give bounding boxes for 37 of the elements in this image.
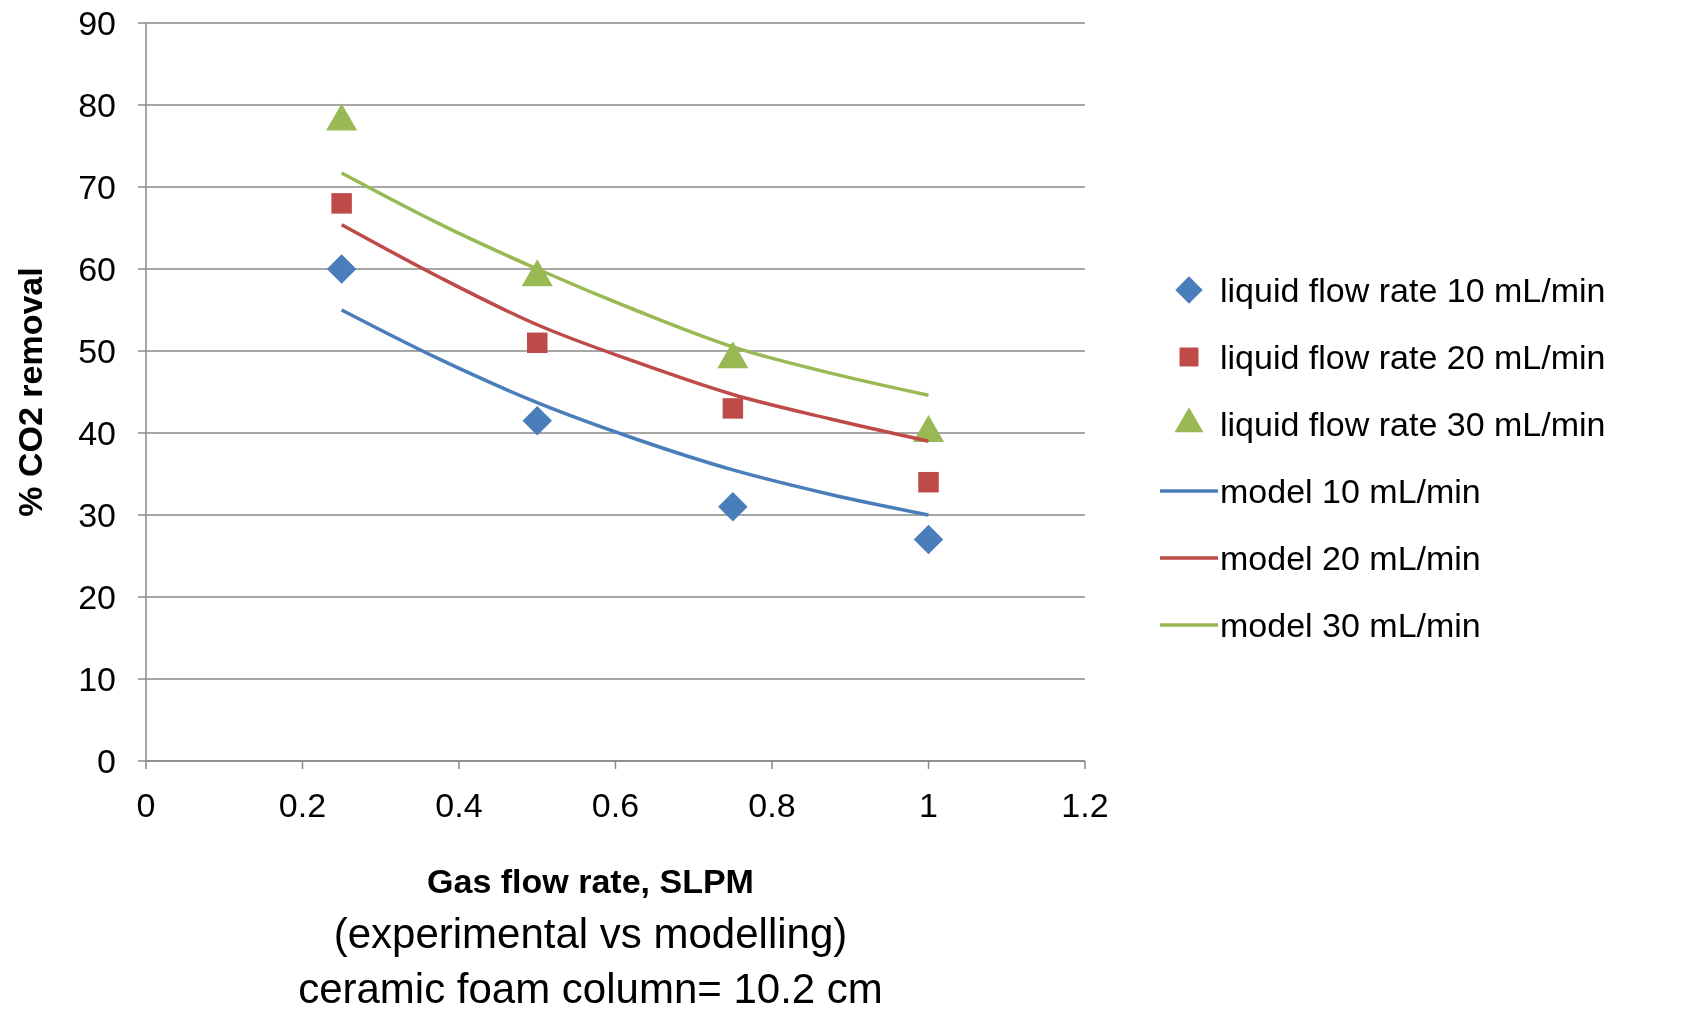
y-axis-title: % CO2 removal: [11, 267, 49, 517]
y-tick-label: 40: [78, 413, 116, 452]
x-tick-label: 1.2: [1061, 786, 1109, 824]
y-tick-label: 80: [78, 85, 116, 124]
line-series: [339, 308, 931, 517]
line-series: [339, 171, 931, 398]
legend-label: liquid flow rate 10 mL/min: [1220, 270, 1606, 309]
x-tick-label: 0.8: [748, 786, 796, 824]
point: [918, 471, 939, 493]
point: [326, 254, 357, 284]
point: [722, 398, 744, 419]
y-tick-label: 0: [97, 741, 116, 780]
y-tick-label: 20: [78, 577, 116, 616]
x-tick-label: 0.2: [278, 786, 327, 824]
text: ceramic foam column= 10.2 cm: [298, 965, 883, 1012]
x-tick-label: 0: [136, 786, 156, 824]
x-tick-label: 0.4: [435, 786, 483, 824]
y-tick-label: 10: [78, 659, 116, 698]
point: [527, 332, 548, 354]
x-tick-label: 0.6: [591, 786, 640, 824]
y-tick-label: 50: [78, 331, 116, 370]
text: (experimental vs modelling): [333, 910, 848, 957]
x-tick-label: 1: [919, 786, 938, 824]
legend-label: liquid flow rate 30 mL/min: [1220, 404, 1606, 443]
y-tick-label: 60: [78, 249, 116, 288]
legend-label: liquid flow rate 20 mL/min: [1220, 337, 1606, 376]
y-tick-label: 30: [78, 495, 116, 534]
legend-label: model 10 mL/min: [1220, 471, 1481, 510]
y-tick-label: 90: [78, 3, 116, 42]
legend-label: model 20 mL/min: [1220, 538, 1481, 577]
point: [522, 405, 553, 436]
point: [718, 492, 748, 522]
point: [913, 524, 944, 555]
x-axis-title: Gas flow rate, SLPM: [427, 862, 754, 900]
legend-label: model 30 mL/min: [1220, 605, 1481, 644]
y-tick-label: 70: [78, 167, 116, 206]
point: [331, 193, 352, 214]
